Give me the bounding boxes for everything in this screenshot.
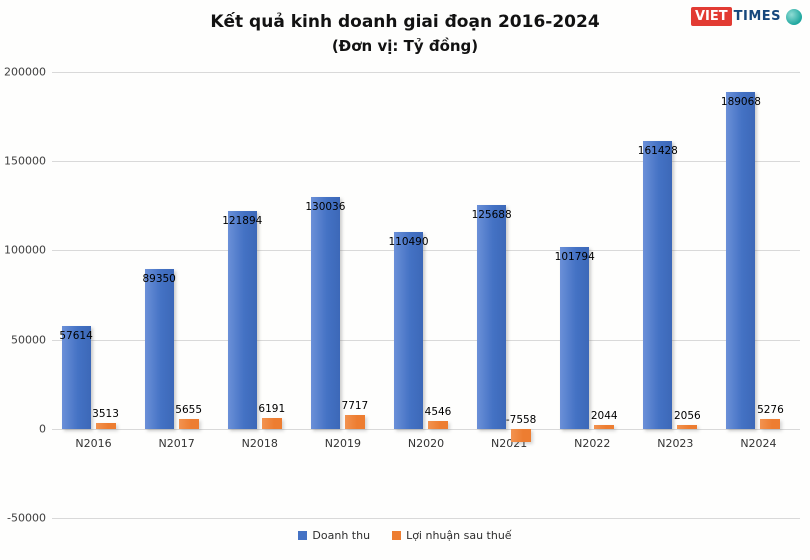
logo-viet-badge: VIET (690, 7, 732, 26)
x-axis-category-label: N2016 (75, 436, 112, 450)
x-axis-category-label: N2019 (324, 436, 361, 450)
bar-value-label: 4546 (424, 405, 452, 418)
viettimes-logo: VIET TIMES (690, 7, 802, 26)
bar-value-label: 6191 (258, 402, 286, 415)
bar-loi-nhuan-sau-thue (677, 425, 698, 429)
bar-doanh-thu (643, 140, 673, 429)
bar-value-label: 189068 (720, 95, 761, 108)
legend-swatch-blue (298, 531, 308, 540)
gridline (52, 428, 800, 430)
gridline (52, 339, 800, 341)
legend-item-loi-nhuan: Lợi nhuận sau thuế (392, 529, 512, 542)
bar-doanh-thu (227, 211, 257, 429)
x-axis-category-label: N2018 (241, 436, 278, 450)
bar-value-label: 2044 (590, 410, 618, 423)
y-axis-tick-label: 100000 (4, 243, 46, 257)
bar-loi-nhuan-sau-thue (511, 428, 532, 443)
chart-header: Kết quả kinh doanh giai đoạn 2016-2024 (… (0, 12, 810, 55)
bar-doanh-thu (394, 231, 423, 429)
x-axis-category-label: N2022 (574, 436, 611, 450)
y-axis-tick-label: 50000 (11, 333, 46, 347)
bar-loi-nhuan-sau-thue (178, 418, 199, 429)
bar-value-label: 3513 (92, 407, 119, 420)
legend-label-loi-nhuan: Lợi nhuận sau thuế (406, 529, 512, 542)
bar-value-label: 125688 (471, 208, 512, 221)
y-axis-tick-label: 0 (39, 422, 46, 436)
legend-item-doanh-thu: Doanh thu (298, 529, 370, 542)
bar-doanh-thu (144, 269, 174, 429)
bar-loi-nhuan-sau-thue (428, 420, 448, 429)
x-axis-category-label: N2020 (407, 436, 445, 450)
gridline (52, 250, 800, 252)
bar-loi-nhuan-sau-thue (261, 417, 282, 429)
chart-subtitle: (Đơn vị: Tỷ đồng) (331, 37, 479, 55)
bar-value-label: 7717 (341, 400, 369, 413)
bar-value-label: 110490 (388, 235, 429, 248)
bar-loi-nhuan-sau-thue (95, 422, 116, 429)
x-axis-category-label: N2017 (158, 436, 195, 450)
gridline (52, 518, 800, 519)
bar-loi-nhuan-sau-thue (594, 425, 615, 429)
bar-doanh-thu (310, 196, 340, 429)
bar-value-label: 2056 (673, 410, 701, 423)
gridline (52, 161, 800, 163)
chart-title: Kết quả kinh doanh giai đoạn 2016-2024 (210, 12, 600, 32)
bar-loi-nhuan-sau-thue (760, 419, 781, 429)
y-axis-tick-label: 150000 (4, 154, 46, 168)
bar-value-label: 121894 (222, 215, 263, 228)
y-axis-tick-label: 200000 (4, 65, 46, 79)
bar-value-label: 161428 (637, 144, 678, 157)
x-axis-category-label: N2024 (740, 436, 777, 450)
logo-times-text: TIMES (733, 9, 781, 24)
bar-doanh-thu (61, 326, 91, 429)
bar-value-label: 130036 (305, 200, 346, 213)
x-axis-category-label: N2023 (657, 436, 694, 450)
bar-value-label: 57614 (59, 330, 93, 343)
bar-value-label: 89350 (142, 273, 176, 286)
y-axis-tick-label: -50000 (7, 511, 46, 525)
bar-doanh-thu (560, 247, 590, 429)
bar-doanh-thu (726, 91, 756, 429)
globe-icon (786, 8, 802, 25)
bar-value-label: 5655 (175, 403, 203, 416)
legend-swatch-orange (392, 531, 402, 540)
bar-value-label: -7558 (505, 413, 537, 426)
bar-value-label: 5276 (757, 404, 784, 417)
gridline (52, 72, 800, 73)
bar-value-label: 101794 (554, 251, 595, 264)
bar-doanh-thu (477, 204, 507, 429)
legend-label-doanh-thu: Doanh thu (312, 529, 371, 542)
bar-loi-nhuan-sau-thue (344, 415, 365, 429)
legend: Doanh thu Lợi nhuận sau thuế (0, 529, 810, 542)
